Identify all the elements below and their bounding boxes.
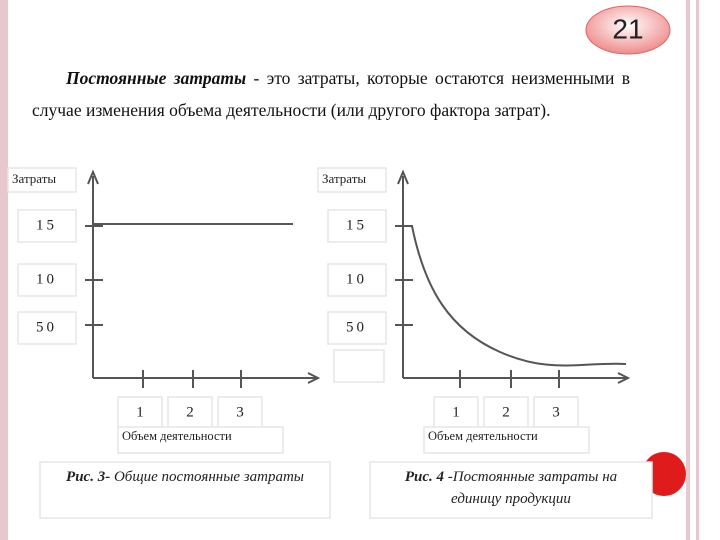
x-tick-label: 3 [552,404,560,420]
caption-label: Рис. 4 [405,469,445,485]
caption: Рис. 3- Общие постоянные затраты [66,469,304,485]
x-axis [403,372,631,384]
label-box [327,209,387,243]
term: Постоянные затраты [66,68,247,88]
caption-label: Рис. 3- [66,469,110,485]
caption-text: Общие постоянные затраты [110,469,304,485]
label-box [7,167,77,193]
slide-number: 21 [612,13,643,44]
right-border [696,0,699,540]
left-border [0,0,8,540]
x-tick-label: 1 [136,404,144,420]
y-tick-label: 10 [346,271,367,287]
label-box [333,349,385,383]
caption-box [369,461,653,519]
label-box [317,167,387,193]
x-axis-label: Объем деятельности [428,429,538,443]
definition: - это затраты, которые остаются неизменн… [32,68,630,120]
x-tick-label: 1 [452,404,460,420]
label-box [327,263,387,297]
y-axis [87,169,99,378]
x-axis-label: Объем деятельности [122,429,232,443]
caption-text: -Постоянные затраты на [444,469,617,485]
paragraph: Постоянные затраты - это затраты, которы… [32,62,630,126]
caption-box [39,461,331,519]
label-box [117,426,284,454]
y-tick-label: 15 [346,217,367,233]
y-tick-label: 15 [36,217,57,233]
y-tick-label: 50 [346,319,367,335]
caption-text-line: единицу продукции [451,491,571,507]
label-box [423,426,590,454]
slide-number-badge [585,5,671,55]
right-border [686,0,690,540]
figures: Затраты 15 10 50 1 2 3 Объем деятельности Рис. 3… [7,167,653,519]
x-axis [93,372,321,384]
caption: Рис. 4 -Постоянные затраты на единицу про… [405,469,617,507]
cost-curve [411,225,627,367]
label-box [17,209,77,243]
y-tick-label: 50 [36,319,57,335]
label-box [17,311,77,345]
x-tick-label: 3 [236,404,244,420]
x-tick-label: 2 [186,404,194,420]
decor-circle [642,452,686,496]
label-box [483,396,529,430]
label-box [327,311,387,345]
y-axis-label: Затраты [12,171,56,186]
x-tick-label: 2 [502,404,510,420]
y-axis-label: Затраты [322,171,366,186]
y-tick-label: 10 [36,271,57,287]
y-axis [397,169,409,378]
label-box [17,263,77,297]
